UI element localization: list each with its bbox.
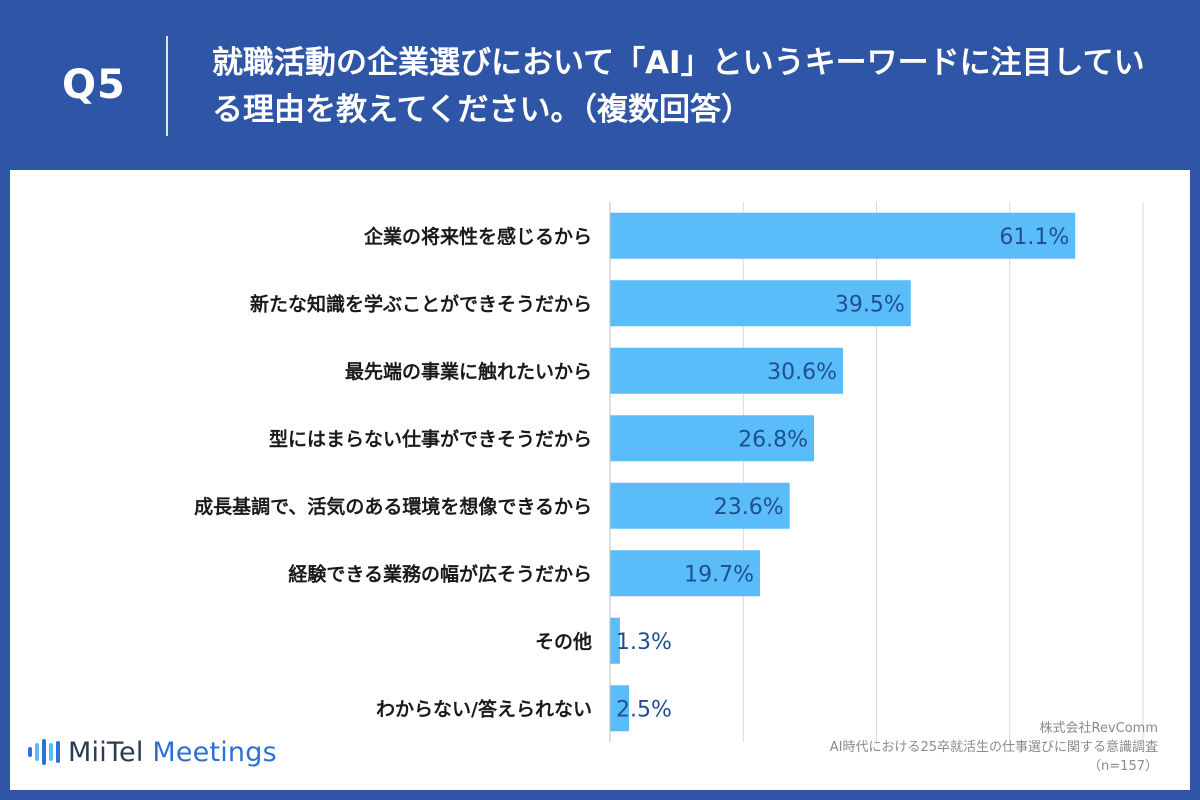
logo-bar: [56, 741, 60, 763]
bar: [610, 617, 620, 664]
bar: [610, 212, 1076, 259]
bar: [610, 685, 630, 732]
value-label: 39.5%: [835, 292, 905, 317]
source-note: 株式会社RevComm AI時代における25卒就活生の仕事選びに関する意識調査 …: [830, 719, 1158, 776]
value-label: 2.5%: [616, 697, 672, 722]
logo-bar: [35, 743, 39, 761]
bar: [610, 347, 843, 394]
bar: [610, 415, 815, 462]
question-title: 就職活動の企業選びにおいて「AI」というキーワードに注目している理由を教えてくだ…: [212, 45, 1145, 128]
value-label: 26.8%: [738, 427, 808, 452]
header-divider: [166, 36, 168, 136]
question-header: Q5 就職活動の企業選びにおいて「AI」というキーワードに注目している理由を教え…: [0, 0, 1200, 170]
category-label: わからない/答えられない: [376, 697, 592, 720]
logo-text: MiiTel Meetings: [68, 737, 277, 768]
category-label: その他: [535, 630, 592, 653]
logo-bars-icon: [28, 739, 60, 765]
chart-panel: 企業の将来性を感じるから 61.1% 新たな知識を学ぶことができそうだから 39.5%…: [10, 170, 1190, 790]
source-survey: AI時代における25卒就活生の仕事選びに関する意識調査: [829, 740, 1158, 755]
logo-bar: [42, 739, 46, 765]
category-label: 企業の将来性を感じるから: [363, 225, 592, 248]
bar: [610, 482, 790, 529]
brand-logo: MiiTel Meetings: [28, 732, 277, 772]
category-label: 経験できる業務の幅が広そうだから: [288, 562, 592, 585]
logo-bar: [28, 747, 32, 757]
value-label: 30.6%: [767, 360, 837, 385]
bar: [610, 280, 911, 327]
category-label: 成長基調で、活気のある環境を想像できるから: [194, 495, 592, 518]
bar: [610, 550, 761, 597]
logo-bar: [49, 743, 53, 761]
value-label: 61.1%: [999, 225, 1069, 250]
value-label: 1.3%: [616, 630, 672, 655]
bar-chart: 企業の将来性を感じるから 61.1% 新たな知識を学ぶことができそうだから 39.5%…: [194, 202, 1144, 742]
category-label: 新たな知識を学ぶことができそうだから: [250, 292, 592, 315]
source-company: 株式会社RevComm: [1039, 721, 1159, 736]
value-label: 23.6%: [714, 495, 784, 520]
category-label: 最先端の事業に触れたいから: [345, 360, 592, 383]
logo-text-main: MiiTel: [68, 736, 144, 768]
source-sample: （n=157）: [1088, 759, 1158, 774]
question-number: Q5: [62, 62, 126, 108]
logo-text-accent: Meetings: [152, 736, 277, 768]
category-label: 型にはまらない仕事ができそうだから: [269, 427, 592, 450]
value-label: 19.7%: [684, 562, 754, 587]
